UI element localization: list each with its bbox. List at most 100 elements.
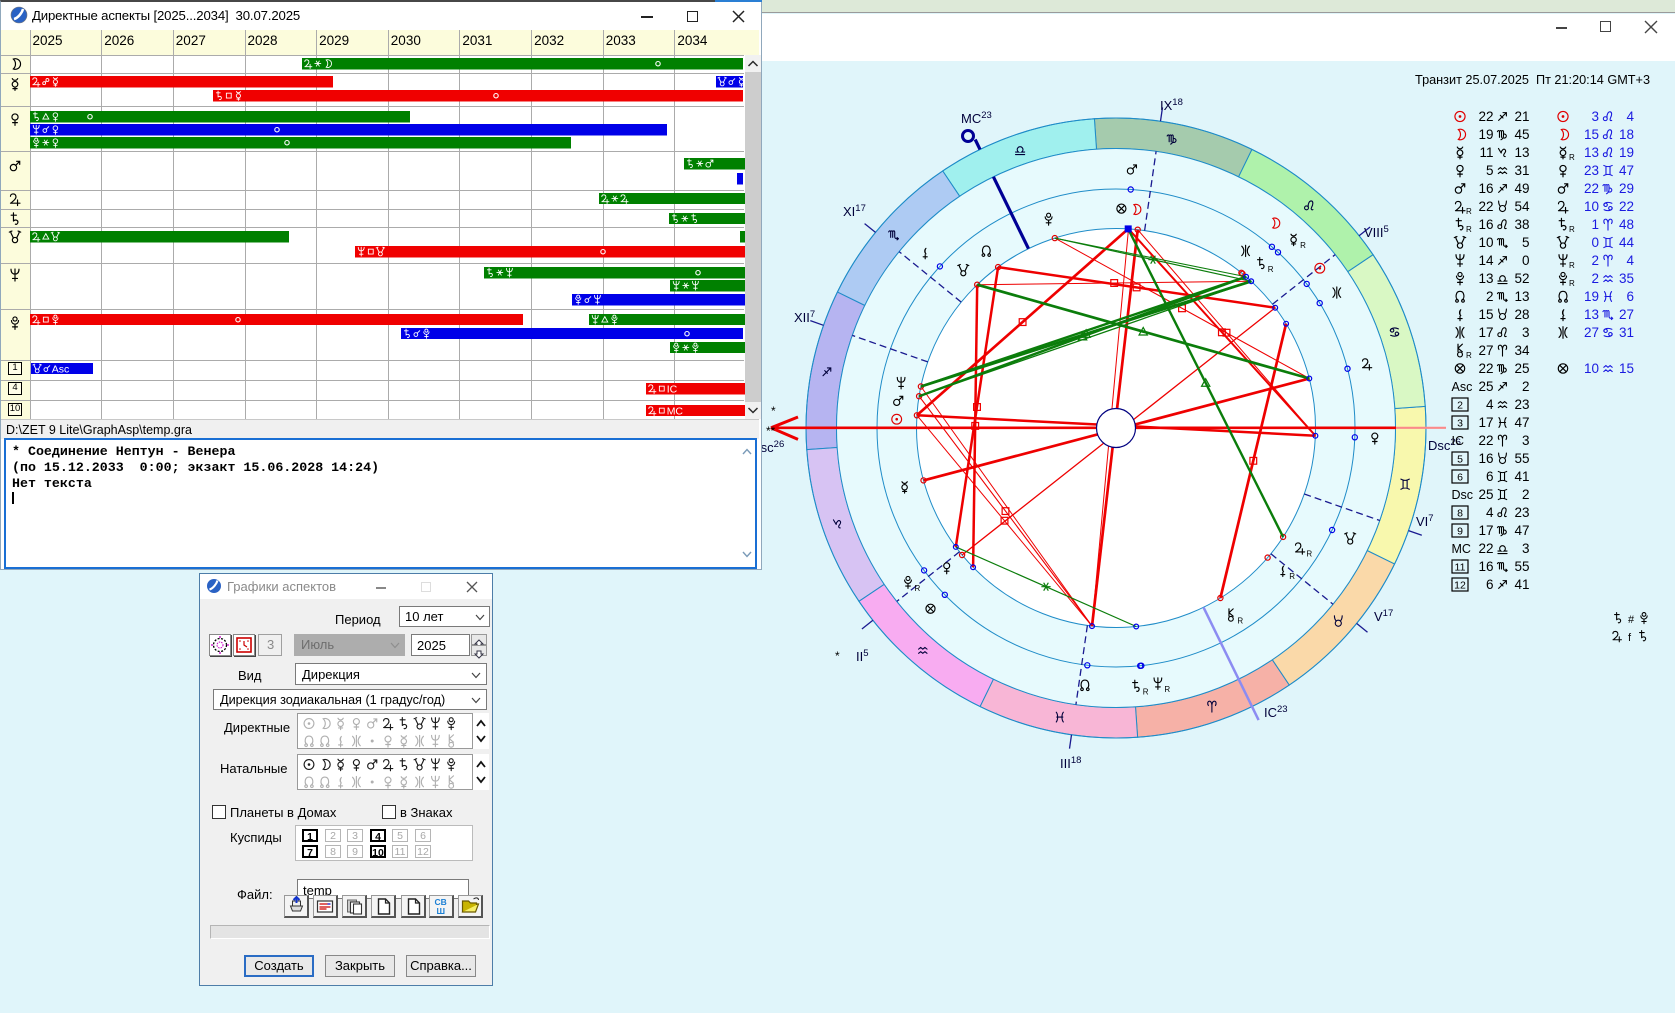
svg-text:29: 29: [1619, 181, 1634, 196]
svg-text:XII7: XII7: [794, 309, 815, 325]
svg-text:23: 23: [1514, 505, 1529, 520]
svg-text:6: 6: [1457, 472, 1463, 484]
svg-text:10: 10: [1584, 199, 1599, 214]
svg-text:3: 3: [1522, 541, 1530, 556]
svg-text:3: 3: [1457, 418, 1463, 430]
svg-text:15: 15: [1478, 307, 1493, 322]
svg-text:34: 34: [1514, 343, 1530, 358]
svg-text:22: 22: [1478, 109, 1493, 124]
svg-text:15: 15: [1619, 361, 1634, 376]
svg-text:41: 41: [1514, 469, 1529, 484]
svg-text:22: 22: [1478, 361, 1493, 376]
svg-text:4: 4: [1486, 397, 1494, 412]
svg-text:6: 6: [1626, 289, 1634, 304]
svg-text:19: 19: [1619, 145, 1634, 160]
svg-text:R: R: [1237, 617, 1243, 626]
svg-text:4: 4: [1626, 109, 1634, 124]
svg-text:1: 1: [1591, 217, 1599, 232]
svg-text:16: 16: [1478, 559, 1493, 574]
svg-text:*: *: [835, 649, 840, 663]
svg-text:IC: IC: [1452, 434, 1465, 448]
svg-text:2: 2: [1522, 487, 1530, 502]
svg-text:25: 25: [1478, 379, 1493, 394]
svg-text:R: R: [1569, 279, 1575, 288]
svg-text:Asc: Asc: [1452, 380, 1473, 394]
svg-text:R: R: [1268, 265, 1274, 274]
svg-text:22: 22: [1584, 181, 1599, 196]
svg-text:27: 27: [1478, 343, 1493, 358]
svg-text:6: 6: [1486, 577, 1494, 592]
svg-text:2: 2: [1457, 400, 1463, 412]
svg-text:11: 11: [1479, 145, 1493, 160]
svg-text:18: 18: [1619, 127, 1634, 142]
svg-text:5: 5: [1457, 454, 1463, 466]
svg-text:13: 13: [1478, 271, 1493, 286]
svg-text:XI17: XI17: [843, 203, 866, 219]
svg-text:25: 25: [1514, 361, 1529, 376]
svg-text:R: R: [915, 584, 921, 593]
svg-text:Транзит 25.07.2025 Пт 21:20:1: Транзит 25.07.2025 Пт 21:20:14 GMT+3: [1415, 73, 1650, 87]
svg-text:13: 13: [1514, 145, 1529, 160]
svg-text:16: 16: [1478, 451, 1493, 466]
svg-text:47: 47: [1514, 415, 1529, 430]
svg-text:VI7: VI7: [1416, 513, 1434, 529]
svg-text:55: 55: [1514, 451, 1529, 466]
svg-text:12: 12: [1454, 580, 1466, 592]
svg-text:R: R: [1466, 207, 1472, 216]
svg-text:5: 5: [1522, 235, 1530, 250]
svg-text:R: R: [1569, 225, 1575, 234]
svg-text:4: 4: [1486, 505, 1494, 520]
svg-text:38: 38: [1514, 217, 1529, 232]
svg-text:*: *: [771, 404, 776, 418]
svg-text:35: 35: [1619, 271, 1634, 286]
svg-text:17: 17: [1478, 415, 1493, 430]
svg-text:14: 14: [1478, 253, 1494, 268]
svg-text:28: 28: [1514, 307, 1529, 322]
svg-text:10: 10: [1584, 361, 1599, 376]
svg-text:10: 10: [1478, 235, 1493, 250]
svg-text:R: R: [1306, 549, 1312, 558]
svg-text:2: 2: [1591, 271, 1599, 286]
svg-text:9: 9: [1457, 526, 1463, 538]
svg-text:47: 47: [1619, 163, 1634, 178]
svg-text:23: 23: [1584, 163, 1599, 178]
svg-text:2: 2: [1591, 253, 1599, 268]
svg-text:16: 16: [1478, 217, 1493, 232]
svg-text:19: 19: [1584, 289, 1599, 304]
svg-text:47: 47: [1514, 523, 1529, 538]
svg-text:#: #: [1628, 614, 1635, 626]
svg-text:3: 3: [1522, 325, 1530, 340]
svg-text:16: 16: [1478, 181, 1493, 196]
svg-text:R: R: [1466, 351, 1472, 360]
svg-text:22: 22: [1478, 433, 1493, 448]
svg-text:23: 23: [1514, 397, 1529, 412]
svg-text:22: 22: [1478, 541, 1493, 556]
svg-text:11: 11: [1455, 562, 1466, 574]
svg-text:41: 41: [1514, 577, 1529, 592]
svg-text:5: 5: [1486, 163, 1494, 178]
svg-text:R: R: [1466, 225, 1472, 234]
svg-text:6: 6: [1486, 469, 1494, 484]
svg-text:2: 2: [1522, 379, 1530, 394]
svg-text:IC: IC: [667, 384, 678, 395]
svg-text:3: 3: [1522, 433, 1530, 448]
svg-text:0: 0: [1591, 235, 1599, 250]
svg-text:27: 27: [1584, 325, 1599, 340]
svg-text:R: R: [1300, 241, 1306, 250]
svg-text:Asc: Asc: [52, 363, 70, 374]
svg-text:15: 15: [1584, 127, 1599, 142]
svg-text:R: R: [1569, 153, 1575, 162]
svg-text:VIII5: VIII5: [1364, 224, 1389, 240]
svg-text:4: 4: [1626, 253, 1634, 268]
svg-text:IX18: IX18: [1160, 97, 1183, 113]
svg-text:13: 13: [1584, 145, 1599, 160]
svg-text:R: R: [1164, 685, 1170, 694]
svg-text:f: f: [1628, 632, 1632, 644]
svg-text:17: 17: [1478, 325, 1493, 340]
svg-text:13: 13: [1584, 307, 1599, 322]
svg-text:13: 13: [1514, 289, 1529, 304]
svg-text:II5: II5: [856, 648, 869, 664]
svg-text:R: R: [1143, 688, 1149, 697]
svg-text:45: 45: [1514, 127, 1529, 142]
svg-text:3: 3: [1591, 109, 1599, 124]
